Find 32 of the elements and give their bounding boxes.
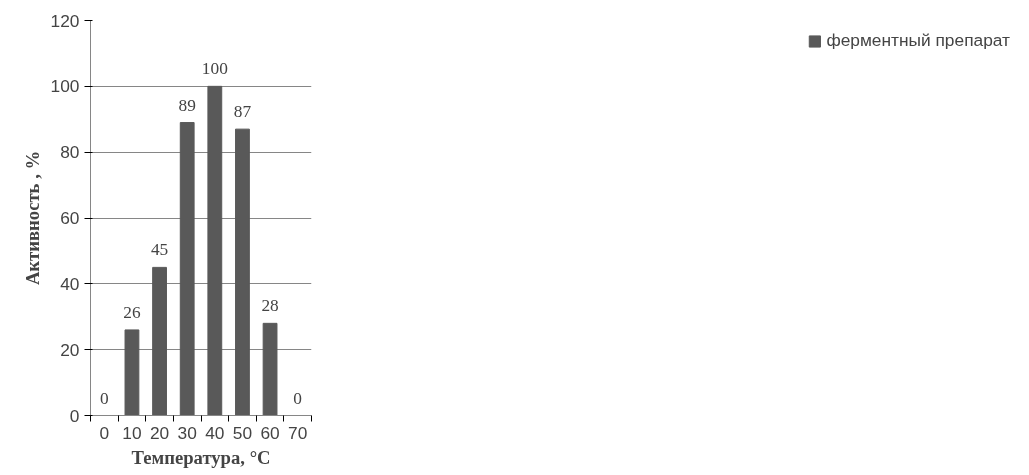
bar	[124, 329, 140, 416]
legend-label: ферментный препарат	[826, 30, 1010, 51]
bar	[235, 128, 250, 416]
y-tick-label: 40	[60, 273, 80, 294]
x-tick-label: 60	[260, 422, 280, 443]
y-tick-label: 100	[50, 76, 80, 97]
data-label: 89	[178, 95, 196, 115]
data-label: 87	[233, 102, 252, 122]
bar	[152, 266, 167, 416]
y-axis-title: Активность , %	[21, 150, 43, 286]
y-tick-label: 60	[60, 208, 80, 228]
data-label: 28	[261, 296, 279, 316]
y-tick-label: 20	[60, 339, 80, 360]
data-label: 100	[201, 59, 228, 79]
y-tick-label: 120	[50, 10, 80, 31]
y-tick-label: 0	[69, 405, 80, 426]
x-tick-label: 70	[288, 422, 308, 443]
x-tick-label: 20	[149, 422, 170, 443]
x-tick-label: 0	[99, 422, 110, 443]
data-label: 45	[150, 240, 169, 260]
bar	[179, 122, 195, 416]
data-label: 0	[293, 388, 303, 408]
x-tick-label: 10	[122, 422, 142, 443]
bar	[207, 85, 223, 416]
data-label: 26	[123, 302, 141, 322]
x-tick-label: 30	[177, 422, 197, 443]
x-tick-label: 50	[232, 422, 253, 443]
x-axis-title: Температура, °C	[131, 446, 271, 468]
bar	[262, 322, 278, 416]
data-label: 0	[99, 388, 109, 408]
y-tick-label: 80	[60, 142, 80, 163]
x-tick-label: 40	[205, 422, 225, 443]
